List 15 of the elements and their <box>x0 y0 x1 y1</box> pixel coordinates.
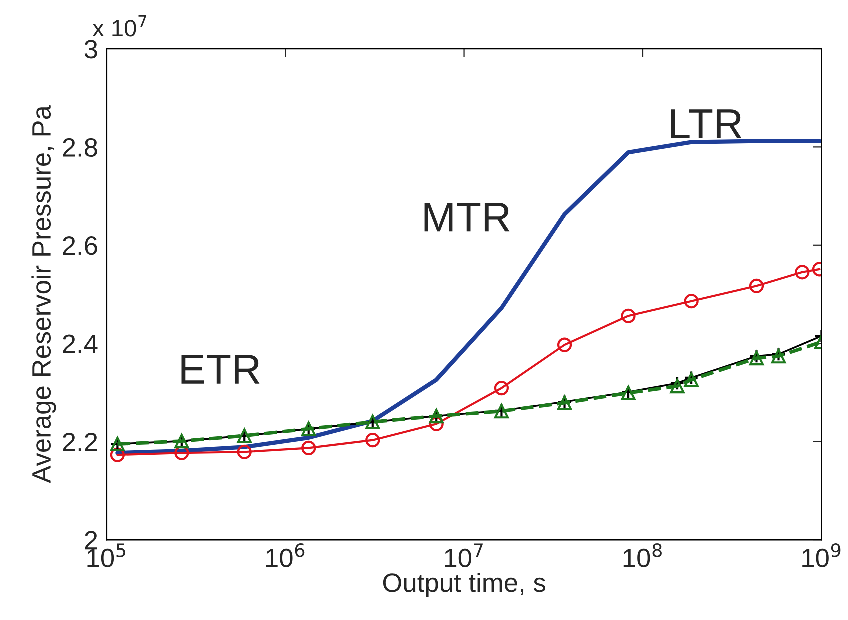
y-tick-label: 2.4 <box>63 334 98 354</box>
annotation: ETR <box>182 355 260 384</box>
x-tick-label: 10$^{7}$ <box>445 544 483 568</box>
x-tick-label: 10$^{9}$ <box>802 543 841 568</box>
x-axis-title: Output time, s <box>383 572 546 598</box>
annotation: MTR <box>424 202 510 232</box>
y-tick-label: 3 <box>84 40 98 59</box>
x-tick-label: 10$^{8}$ <box>624 543 662 568</box>
y-tick-label: 2.6 <box>63 236 98 256</box>
x-tick-label: 10$^{6}$ <box>266 543 305 568</box>
y-tick-label: 2.8 <box>63 138 98 158</box>
text: x 10$^{7}$ <box>92 15 147 37</box>
y-axis-title: Average Reservoir Pressure, Pa <box>32 106 56 484</box>
annotation: LTR <box>671 110 742 138</box>
y-tick-label: 2.2 <box>63 432 98 452</box>
